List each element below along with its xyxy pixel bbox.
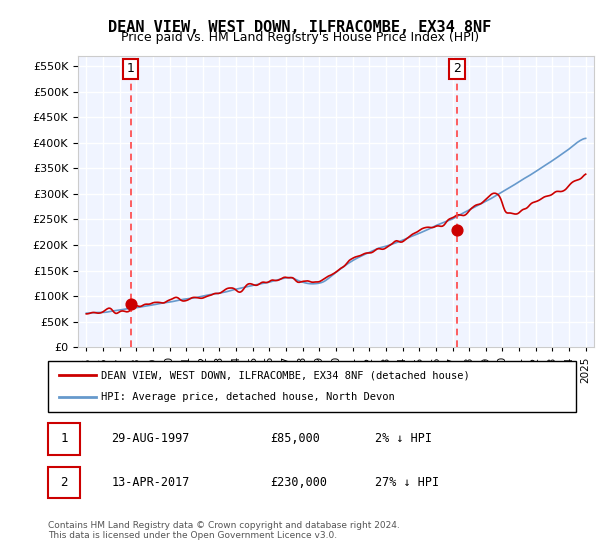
- Text: £85,000: £85,000: [270, 432, 320, 445]
- Text: 1: 1: [60, 432, 68, 445]
- Text: 2: 2: [453, 62, 461, 75]
- Text: 29-AUG-1997: 29-AUG-1997: [112, 432, 190, 445]
- Text: 27% ↓ HPI: 27% ↓ HPI: [376, 476, 439, 489]
- Text: 13-APR-2017: 13-APR-2017: [112, 476, 190, 489]
- Text: DEAN VIEW, WEST DOWN, ILFRACOMBE, EX34 8NF: DEAN VIEW, WEST DOWN, ILFRACOMBE, EX34 8…: [109, 20, 491, 35]
- Text: 2% ↓ HPI: 2% ↓ HPI: [376, 432, 433, 445]
- Point: [452, 225, 462, 234]
- Text: Price paid vs. HM Land Registry's House Price Index (HPI): Price paid vs. HM Land Registry's House …: [121, 31, 479, 44]
- FancyBboxPatch shape: [48, 466, 80, 498]
- Text: HPI: Average price, detached house, North Devon: HPI: Average price, detached house, Nort…: [101, 393, 395, 403]
- FancyBboxPatch shape: [48, 423, 80, 455]
- Text: Contains HM Land Registry data © Crown copyright and database right 2024.
This d: Contains HM Land Registry data © Crown c…: [48, 521, 400, 540]
- Text: DEAN VIEW, WEST DOWN, ILFRACOMBE, EX34 8NF (detached house): DEAN VIEW, WEST DOWN, ILFRACOMBE, EX34 8…: [101, 370, 470, 380]
- Text: £230,000: £230,000: [270, 476, 327, 489]
- Text: 2: 2: [60, 476, 68, 489]
- FancyBboxPatch shape: [48, 361, 576, 412]
- Text: 1: 1: [127, 62, 134, 75]
- Point: [126, 299, 136, 308]
